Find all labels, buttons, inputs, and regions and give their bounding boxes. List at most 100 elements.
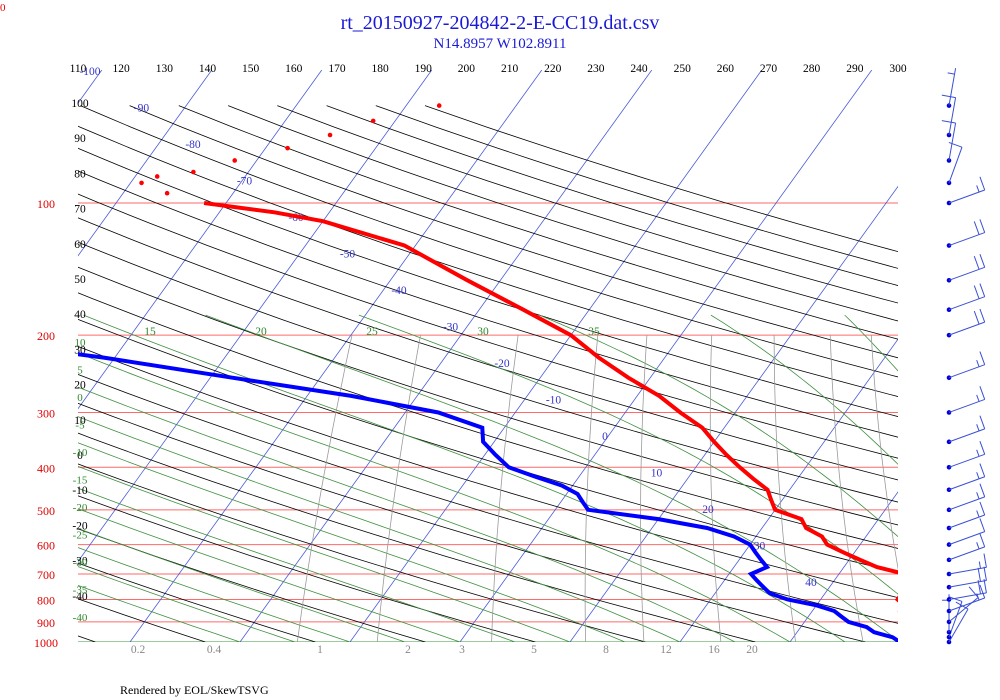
isotherm-label: -90 — [134, 103, 150, 115]
isotherm-label: 10 — [651, 468, 663, 480]
dry-adiabat-line — [227, 105, 898, 322]
mixing-ratio-line — [296, 335, 353, 642]
moist-adiabat-label: 20 — [255, 326, 267, 338]
wind-barb — [946, 176, 986, 206]
theta-top-label: 150 — [242, 63, 260, 75]
moist-adiabat-label: 15 — [144, 326, 156, 338]
chart-title: rt_20150927-204842-2-E-CC19.dat.csv — [340, 12, 660, 34]
theta-left-label: 50 — [74, 274, 86, 286]
isotherm-label: -80 — [185, 139, 201, 151]
wind-barb — [941, 120, 957, 163]
temperature-point — [139, 180, 144, 186]
theta-top-label: 240 — [630, 63, 648, 75]
theta-left-label: -40 — [72, 591, 88, 603]
dry-adiabat-line — [78, 402, 866, 642]
dry-adiabat-line — [78, 292, 898, 549]
mixing-ratio-label: 0.2 — [131, 644, 146, 656]
wind-barb — [946, 253, 986, 283]
dry-adiabat-line — [78, 374, 898, 624]
mixing-ratio-line — [640, 335, 648, 642]
dry-adiabat-line — [78, 266, 898, 526]
isotherm-line — [239, 70, 653, 642]
moist-adiabat-line — [78, 466, 571, 642]
dewpoint-trace — [78, 352, 898, 642]
wind-barb — [946, 566, 987, 590]
temperature-point — [370, 118, 376, 124]
moist-left-label: -10 — [73, 447, 88, 459]
theta-left-label: 10 — [74, 415, 86, 427]
mixing-ratio-label: 5 — [531, 644, 537, 656]
isotherm-line — [569, 185, 898, 642]
temperature-point — [436, 103, 442, 108]
mixing-ratio-line — [904, 335, 952, 642]
isotherm-line — [78, 70, 213, 257]
dry-adiabat-line — [78, 432, 756, 642]
temperature-point — [232, 158, 238, 163]
wind-barb — [946, 533, 986, 563]
mixing-ratio-line — [829, 335, 864, 642]
theta-top-label: 230 — [587, 63, 605, 75]
mixing-ratio-line — [376, 335, 421, 642]
chart-footer: Rendered by EOL/SkewTSVG — [120, 683, 269, 697]
wind-barb — [946, 283, 986, 312]
dry-adiabat-line — [78, 241, 898, 503]
mixing-ratio-line — [709, 335, 722, 642]
isotherm-label: -100 — [79, 66, 100, 78]
moist-adiabat-label: 35 — [588, 326, 600, 338]
mixing-ratio-label: 20 — [746, 644, 758, 656]
isotherm-label: -10 — [546, 395, 562, 407]
wind-barb — [946, 463, 986, 493]
dry-adiabat-line — [178, 105, 898, 340]
wind-barb — [946, 578, 987, 602]
dry-adiabat-line — [78, 147, 898, 418]
temperature-point — [191, 169, 196, 175]
moist-adiabat-line — [710, 314, 898, 465]
moist-adiabat-line — [78, 352, 791, 642]
theta-left-label: 40 — [74, 309, 86, 321]
mixing-ratio-line — [491, 335, 519, 642]
theta-top-label: 180 — [371, 63, 389, 75]
pressure-label: 200 — [37, 329, 55, 343]
theta-left-label: -20 — [72, 520, 88, 532]
mixing-ratio-label: 1 — [317, 644, 323, 656]
temperature-point — [285, 145, 290, 151]
moist-left-label: -15 — [73, 475, 88, 487]
theta-left-label: 100 — [71, 98, 89, 110]
grid-lines — [78, 70, 952, 642]
wind-barb — [946, 440, 986, 470]
dry-adiabat-line — [78, 495, 536, 642]
wind-barb — [946, 483, 986, 513]
moist-left-label: 0 — [77, 392, 83, 404]
wind-barb — [946, 501, 986, 531]
temperature-point — [164, 190, 170, 196]
mixing-ratio-label: 16 — [708, 644, 720, 656]
moist-adiabat-line — [358, 314, 898, 595]
pressure-label: 700 — [37, 568, 55, 582]
corner-label: 0 — [0, 2, 6, 14]
chart-subtitle: N14.8957 W102.8911 — [433, 36, 567, 52]
wind-barb — [946, 553, 987, 577]
theta-top-label: 130 — [156, 63, 174, 75]
theta-left-label: 0 — [77, 450, 83, 462]
isotherm-label: 40 — [805, 577, 817, 589]
moist-adiabat-line — [78, 416, 681, 642]
dry-adiabat-line — [424, 105, 898, 253]
theta-top-label: 120 — [113, 63, 131, 75]
moist-left-label: 5 — [77, 365, 83, 377]
isotherm-label: -30 — [443, 322, 459, 334]
theta-left-label: 20 — [74, 380, 86, 392]
moist-adiabat-label: 25 — [366, 326, 378, 338]
wind-barb — [946, 219, 986, 248]
isotherm-label: -70 — [237, 176, 253, 188]
mixing-ratio-label: 8 — [603, 644, 609, 656]
theta-top-label: 110 — [70, 63, 87, 75]
isotherm-label: 20 — [702, 504, 714, 516]
moist-left-label: -5 — [75, 420, 85, 432]
pressure-label: 100 — [37, 197, 55, 211]
isotherm-line — [78, 70, 433, 563]
theta-top-label: 140 — [199, 63, 217, 75]
pressure-label: 800 — [37, 593, 55, 607]
mixing-ratio-label: 12 — [660, 644, 672, 656]
